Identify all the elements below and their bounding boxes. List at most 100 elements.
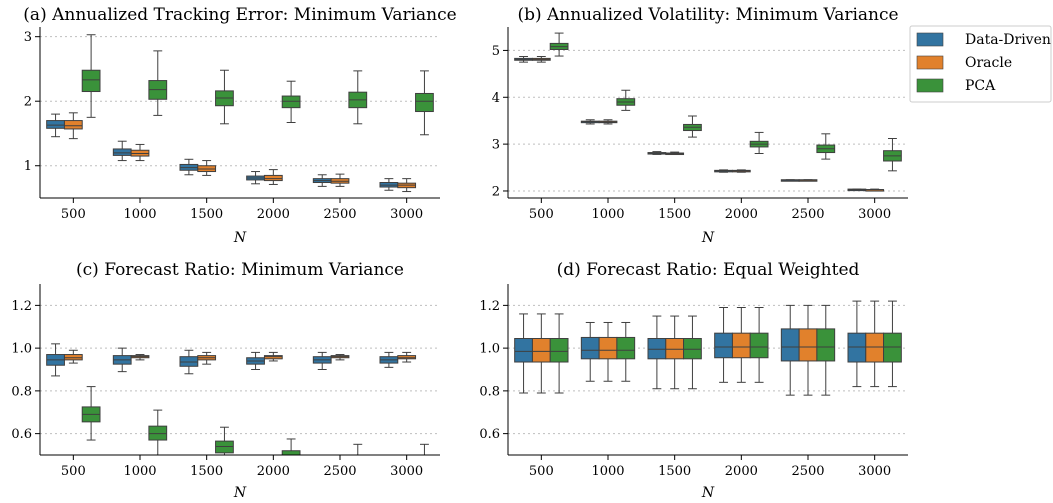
box-pca-500	[549, 313, 569, 394]
box-body	[616, 336, 636, 360]
x-tick-label: 1500	[658, 207, 691, 222]
box-pca-2000	[281, 438, 301, 455]
box-body	[816, 328, 836, 362]
x-tick-label: 3000	[858, 464, 891, 479]
legend-frame	[909, 25, 1052, 103]
box-oracle-1000	[130, 143, 150, 162]
legend-swatch-oracle	[916, 55, 944, 70]
box-pca-500	[549, 32, 569, 57]
box-body	[598, 336, 618, 360]
box-oracle-2000	[263, 351, 283, 362]
panel-c-forecast-ratio-minvar: (c) Forecast Ratio: Minimum Variance N 0…	[11, 260, 440, 501]
box-data-driven-1500	[647, 151, 667, 155]
box-oracle-500	[63, 349, 83, 364]
x-tick-label: 2500	[791, 464, 824, 479]
box-oracle-1000	[598, 321, 618, 382]
box-data-driven-1000	[112, 347, 132, 373]
box-oracle-2000	[731, 307, 751, 383]
x-tick-label: 1000	[591, 207, 624, 222]
box-data-driven-2500	[312, 351, 332, 370]
box-oracle-500	[531, 56, 551, 63]
x-tick-label: 2000	[725, 464, 758, 479]
box-body	[263, 174, 283, 182]
box-body	[683, 338, 702, 360]
legend-label-oracle: Oracle	[965, 55, 1012, 71]
box-data-driven-3000	[379, 351, 399, 368]
box-body	[397, 355, 417, 360]
box-oracle-1500	[665, 315, 685, 390]
box-body	[415, 92, 434, 113]
box-body	[281, 95, 301, 109]
y-tick-label: 2	[24, 95, 32, 110]
box-body	[81, 69, 101, 93]
box-data-driven-1500	[647, 315, 667, 390]
x-axis-label: N	[701, 230, 715, 246]
box-pca-500	[81, 386, 101, 441]
box-pca-1000	[148, 409, 168, 455]
panel-title: (a) Annualized Tracking Error: Minimum V…	[23, 5, 456, 25]
box-data-driven-3000	[847, 300, 867, 388]
y-tick-label: 2	[492, 184, 500, 199]
box-pca-2500	[348, 70, 368, 125]
y-tick-label: 4	[492, 91, 500, 106]
box-data-driven-1000	[112, 140, 132, 162]
box-pca-3000	[420, 443, 429, 455]
box-body	[514, 338, 533, 363]
box-body	[63, 120, 83, 130]
box-oracle-2500	[798, 179, 818, 182]
panel-a-tracking-error: (a) Annualized Tracking Error: Minimum V…	[23, 5, 456, 246]
box-oracle-2500	[798, 304, 818, 396]
box-pca-2000	[281, 80, 301, 124]
y-tick-label: 1	[24, 159, 32, 174]
box-body	[46, 120, 65, 129]
box-pca-1000	[616, 321, 636, 382]
box-data-driven-2000	[714, 169, 733, 173]
x-tick-label: 3000	[390, 207, 423, 222]
box-data-driven-2500	[780, 179, 800, 182]
panel-title: (c) Forecast Ratio: Minimum Variance	[76, 260, 404, 280]
box-oracle-2500	[330, 173, 350, 187]
box-pca-500	[81, 34, 101, 118]
box-oracle-1000	[598, 119, 618, 125]
box-body	[865, 332, 885, 363]
x-tick-label: 1000	[591, 464, 624, 479]
box-oracle-3000	[865, 188, 885, 192]
box-pca-2500	[816, 133, 836, 160]
box-pca-1500	[215, 426, 234, 455]
box-data-driven-2500	[780, 304, 800, 396]
box-body	[549, 338, 569, 363]
box-body	[531, 338, 551, 363]
box-body	[215, 440, 234, 454]
box-pca-2000	[749, 307, 769, 383]
y-tick-label: 1.2	[479, 299, 500, 314]
x-tick-label: 1500	[190, 207, 223, 222]
y-tick-label: 0.8	[479, 384, 500, 399]
box-data-driven-500	[514, 56, 533, 63]
box-pca-3000	[883, 138, 902, 172]
x-axis-label: N	[701, 485, 715, 501]
panel-title: (d) Forecast Ratio: Equal Weighted	[557, 260, 860, 280]
x-tick-label: 500	[529, 464, 554, 479]
x-axis-label: N	[233, 485, 247, 501]
box-oracle-500	[531, 313, 551, 394]
y-tick-label: 0.8	[11, 384, 32, 399]
box-pca-1000	[148, 50, 168, 116]
x-tick-label: 2500	[323, 464, 356, 479]
box-body	[112, 148, 132, 156]
y-tick-label: 3	[492, 138, 500, 153]
box-pca-2000	[749, 131, 769, 154]
box-body	[883, 332, 902, 363]
box-oracle-3000	[397, 351, 417, 363]
y-tick-label: 3	[24, 30, 32, 45]
box-oracle-1500	[665, 151, 685, 156]
legend-label-pca: PCA	[965, 78, 996, 94]
x-tick-label: 2500	[323, 207, 356, 222]
panel-b-volatility: (b) Annualized Volatility: Minimum Varia…	[492, 5, 908, 246]
box-body	[148, 425, 168, 441]
box-body	[179, 356, 199, 367]
box-data-driven-1500	[179, 349, 199, 375]
box-data-driven-1000	[580, 321, 600, 382]
x-tick-label: 2000	[725, 207, 758, 222]
box-data-driven-2000	[714, 307, 733, 383]
box-body	[714, 332, 733, 359]
